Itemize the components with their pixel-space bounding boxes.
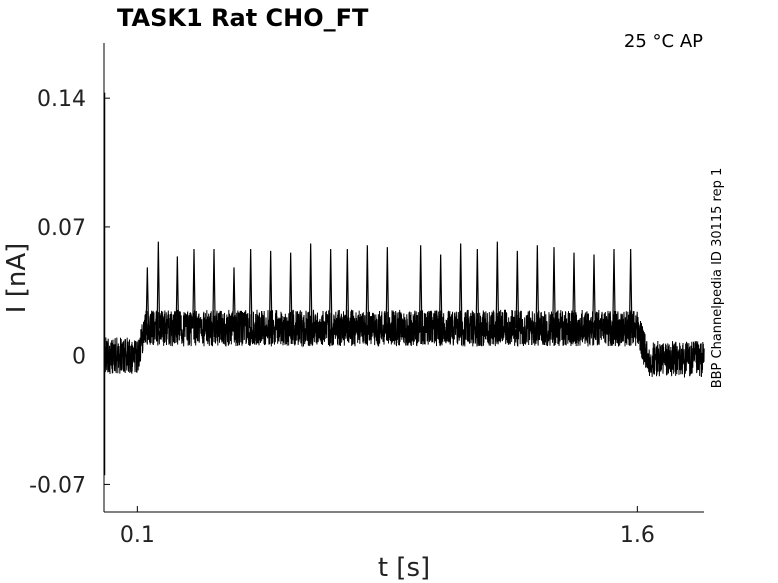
- chart-title: TASK1 Rat CHO_FT: [117, 4, 369, 32]
- spike: [212, 248, 216, 329]
- spike: [495, 241, 500, 329]
- condition-label: 25 °C AP: [624, 31, 703, 52]
- spike: [232, 267, 236, 329]
- spike: [438, 254, 443, 329]
- x-tick-label: 1.6: [620, 523, 655, 548]
- x-axis-label: t [s]: [378, 553, 430, 583]
- spike: [175, 256, 180, 329]
- x-tick-label: 0.1: [120, 523, 155, 548]
- spike: [418, 245, 423, 329]
- y-tick-label: -0.07: [29, 473, 86, 498]
- spike: [475, 248, 480, 329]
- y-tick-label: 0.07: [37, 216, 86, 241]
- spike: [515, 250, 520, 329]
- spike: [552, 247, 556, 329]
- y-tick-label: 0.14: [37, 87, 86, 112]
- spike: [192, 248, 196, 329]
- spike: [248, 248, 253, 329]
- current-trace: [103, 309, 705, 378]
- spike: [308, 243, 313, 329]
- spike: [268, 250, 273, 329]
- spike: [628, 248, 633, 329]
- y-tick-label: 0: [72, 345, 86, 370]
- spike: [612, 248, 616, 329]
- spike: [288, 252, 293, 329]
- y-axis-label: I [nA]: [2, 243, 32, 313]
- spike: [385, 247, 390, 329]
- spike: [345, 248, 350, 329]
- spike: [156, 241, 161, 329]
- trace: [103, 92, 705, 476]
- ticks: -0.07 0 0.07 0.14 0.1 1.6: [29, 87, 655, 548]
- spike: [535, 245, 540, 329]
- spike: [572, 252, 576, 329]
- spike: [365, 245, 370, 329]
- side-label: BBP Channelpedia ID 30115 rep 1: [710, 168, 725, 389]
- spike: [328, 248, 333, 329]
- spike: [592, 254, 596, 329]
- spike: [458, 243, 463, 329]
- spike: [145, 267, 150, 329]
